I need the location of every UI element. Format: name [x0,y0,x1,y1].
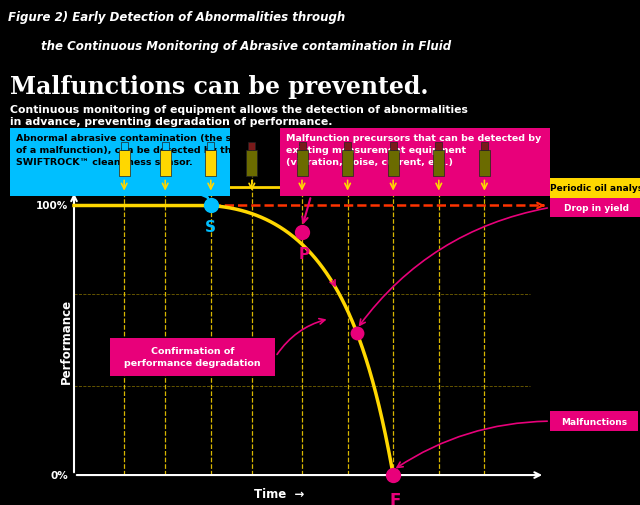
FancyBboxPatch shape [550,412,638,431]
FancyBboxPatch shape [550,178,640,198]
Text: Periodic oil analysis: Periodic oil analysis [550,184,640,192]
FancyBboxPatch shape [296,150,307,176]
FancyBboxPatch shape [246,150,257,176]
Text: the Continuous Monitoring of Abrasive contamination in Fluid: the Continuous Monitoring of Abrasive co… [8,40,451,53]
FancyBboxPatch shape [280,128,550,196]
FancyBboxPatch shape [435,142,442,150]
Text: Malfunctions: Malfunctions [561,417,627,426]
Text: Time  →: Time → [254,486,305,499]
FancyBboxPatch shape [479,150,490,176]
FancyBboxPatch shape [121,142,127,150]
FancyBboxPatch shape [10,128,230,196]
Text: P: P [298,247,310,262]
Text: Figure 2) Early Detection of Abnormalities through: Figure 2) Early Detection of Abnormaliti… [8,11,346,24]
Text: Drop in yield: Drop in yield [564,204,630,213]
Text: in advance, preventing degradation of performance.: in advance, preventing degradation of pe… [10,117,333,126]
FancyBboxPatch shape [298,142,305,150]
Text: Abnormal abrasive contamination (the start
of a malfunction), can be detected by: Abnormal abrasive contamination (the sta… [16,133,252,167]
FancyBboxPatch shape [111,338,275,376]
FancyBboxPatch shape [205,150,216,176]
FancyBboxPatch shape [481,142,488,150]
Text: Performance: Performance [60,298,72,383]
FancyBboxPatch shape [160,150,171,176]
Text: 100%: 100% [36,201,68,211]
Text: Malfunction precursors that can be detected by
existing measurement equipment
(v: Malfunction precursors that can be detec… [286,133,541,167]
FancyBboxPatch shape [162,142,169,150]
FancyBboxPatch shape [248,142,255,150]
FancyBboxPatch shape [207,142,214,150]
FancyBboxPatch shape [433,150,444,176]
FancyBboxPatch shape [550,198,640,218]
FancyBboxPatch shape [342,150,353,176]
FancyBboxPatch shape [390,142,397,150]
FancyBboxPatch shape [388,150,399,176]
Text: Confirmation of
performance degradation: Confirmation of performance degradation [124,346,260,368]
FancyBboxPatch shape [118,150,130,176]
FancyBboxPatch shape [344,142,351,150]
Text: 0%: 0% [51,470,68,480]
Text: Continuous monitoring of equipment allows the detection of abnormalities: Continuous monitoring of equipment allow… [10,105,468,115]
Text: Malfunctions can be prevented.: Malfunctions can be prevented. [10,75,429,98]
Text: F: F [390,491,401,505]
Text: S: S [205,220,216,235]
